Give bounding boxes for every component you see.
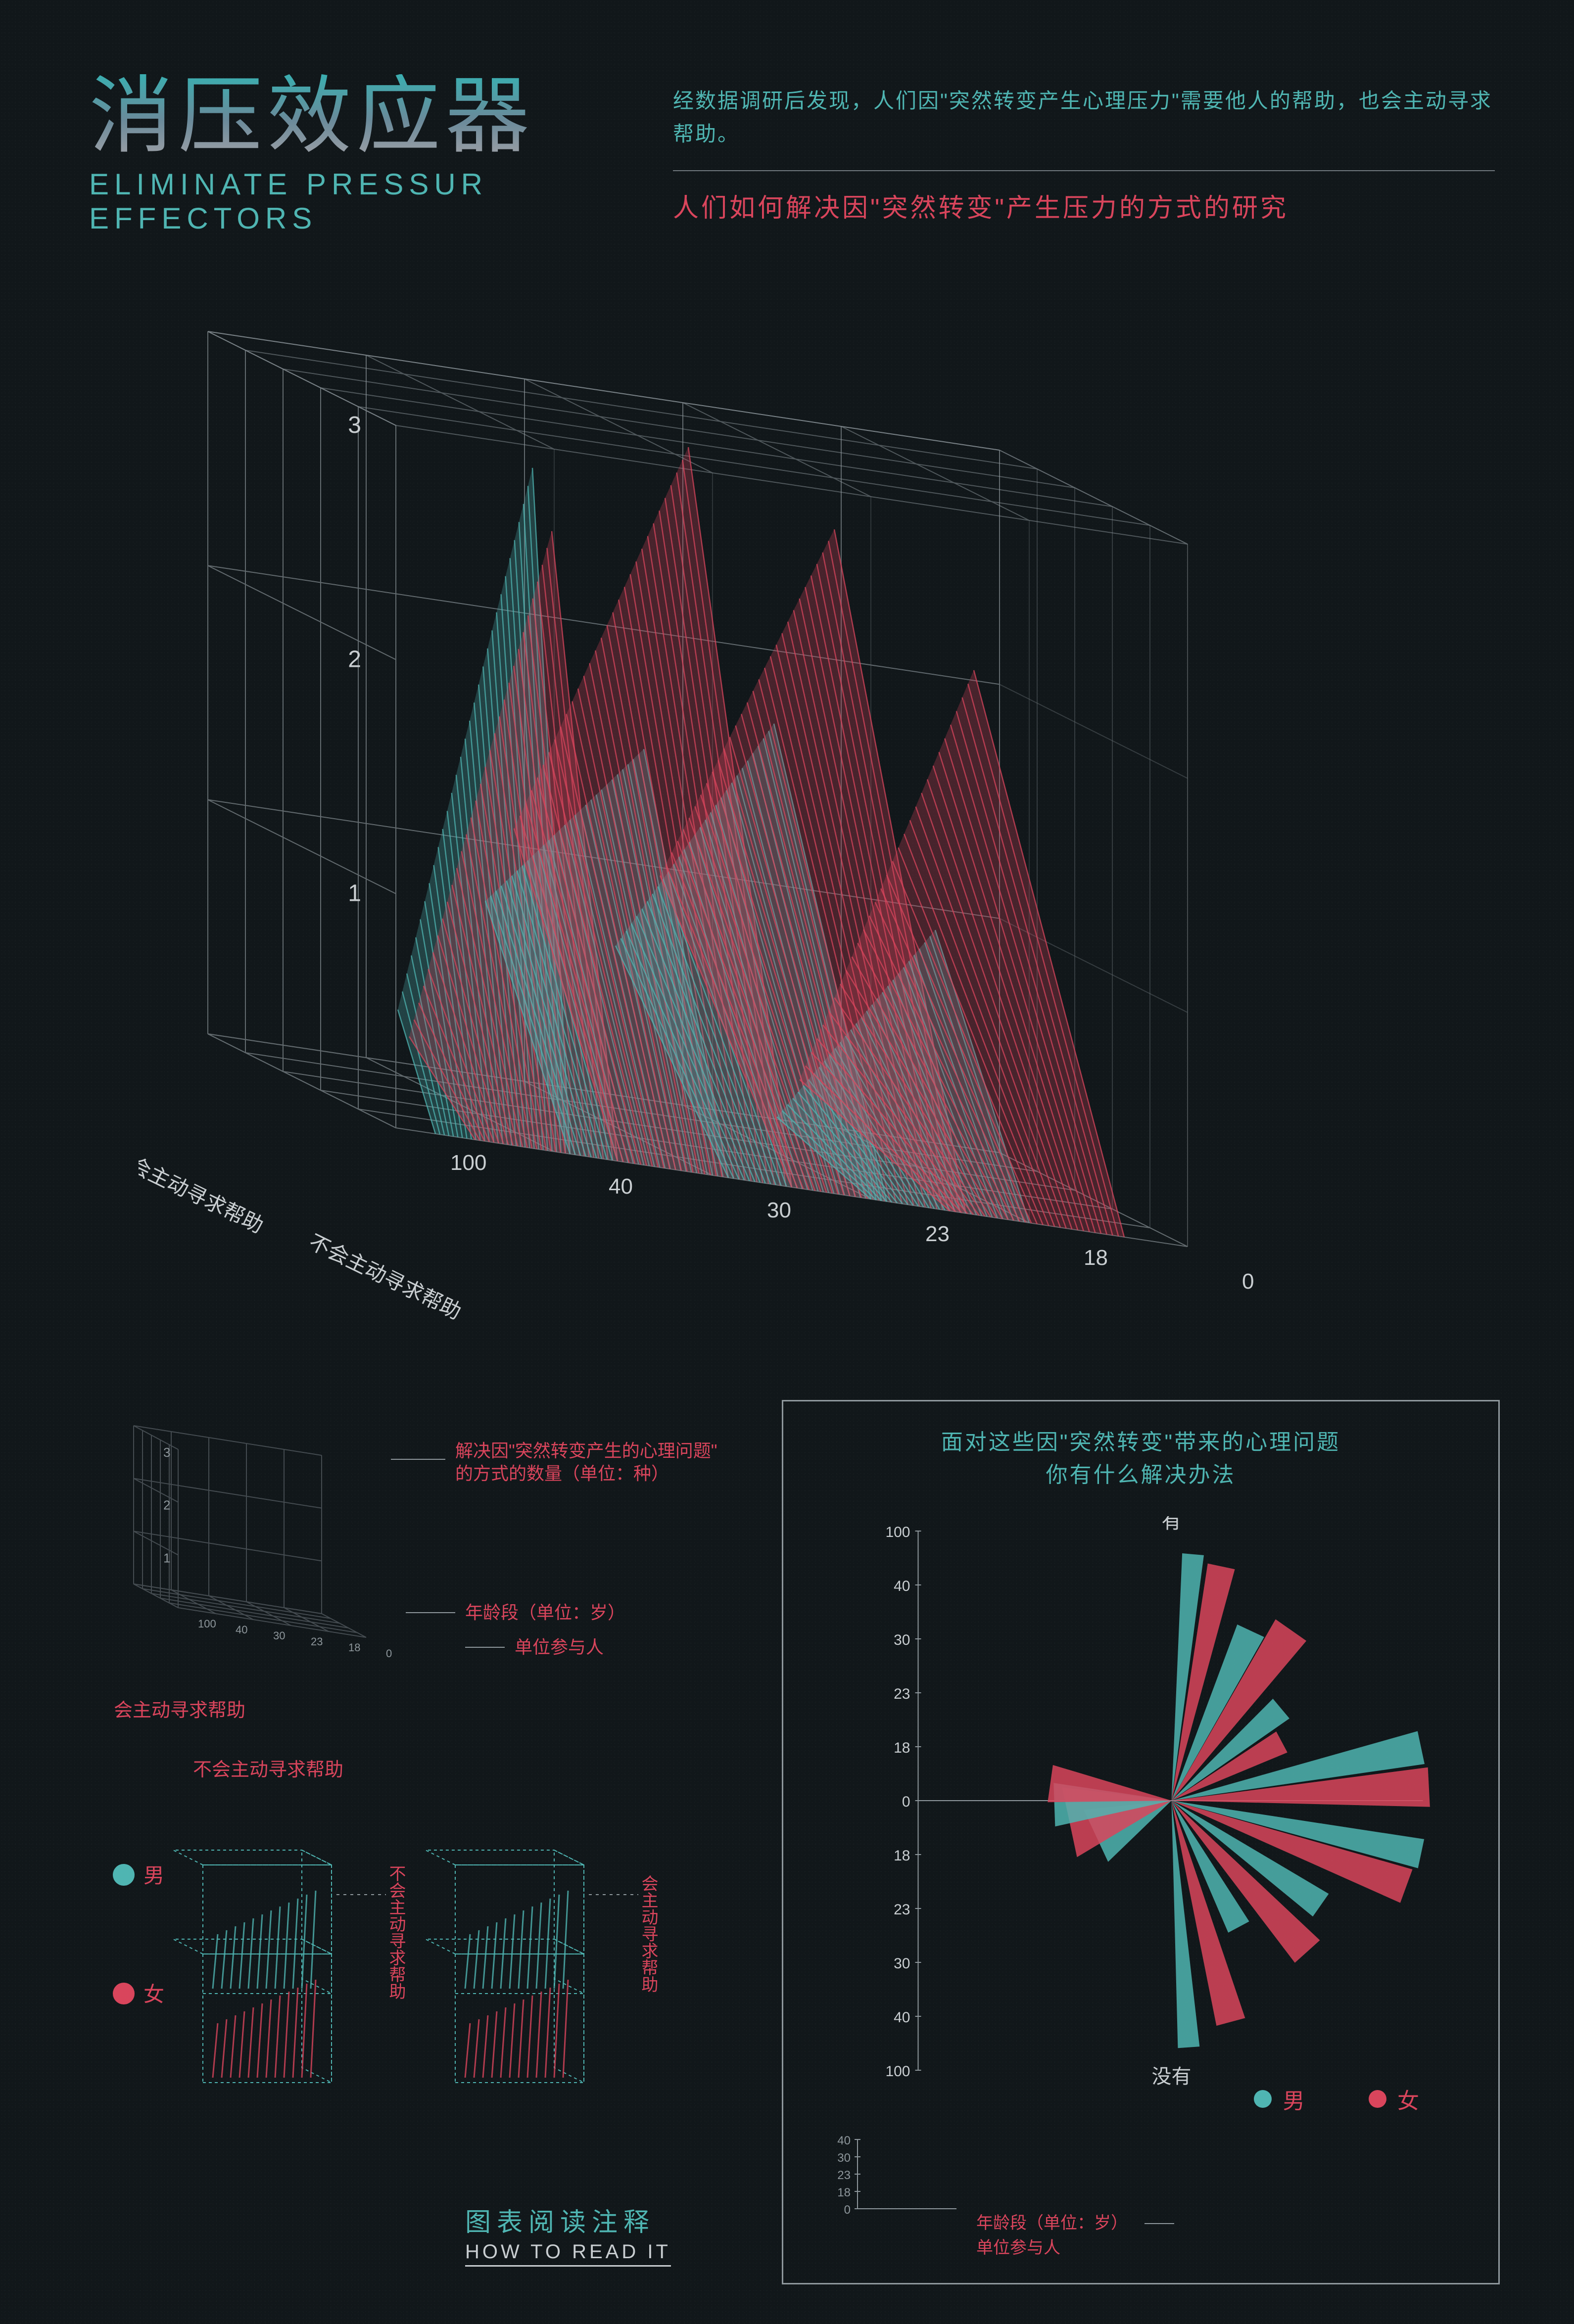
svg-text:18: 18 <box>894 1740 910 1756</box>
svg-text:单位参与人: 单位参与人 <box>976 2238 1060 2257</box>
intro-text: 经数据调研后发现，人们因"突然转变产生心理压力"需要他人的帮助，也会主动寻求帮助… <box>673 84 1495 150</box>
howto-panel: 123018233040100解决因"突然转变产生的心理问题"的方式的数量（单位… <box>89 1400 757 2284</box>
svg-text:30: 30 <box>273 1629 285 1642</box>
mini-axis-legend: 40 30 23 18 0 年龄段（单位：岁） 单位参与人 <box>828 2130 1174 2258</box>
svg-text:女: 女 <box>143 1983 164 2006</box>
svg-text:3: 3 <box>348 412 361 438</box>
svg-text:解决因"突然转变产生的心理问题"的方式的数量（单位：种）: 解决因"突然转变产生的心理问题"的方式的数量（单位：种） <box>455 1441 717 1484</box>
svg-text:40: 40 <box>894 1578 910 1594</box>
title-cn: 消压效应器 <box>89 74 614 158</box>
main-3d-chart: 123018233040100会主动寻求帮助不会主动寻求帮助 <box>139 257 1425 1346</box>
howto-title-cn: 图表阅读注释 <box>465 2201 655 2238</box>
svg-text:18: 18 <box>894 1848 910 1864</box>
svg-text:0: 0 <box>386 1647 392 1660</box>
svg-text:18: 18 <box>348 1641 360 1654</box>
svg-text:23: 23 <box>925 1222 950 1246</box>
rc-title-1: 面对这些因"突然转变"带来的心理问题 <box>941 1430 1340 1454</box>
gender-legend: 男 女 <box>783 2083 1498 2115</box>
svg-text:30: 30 <box>837 2151 851 2165</box>
svg-text:年龄段（单位：岁）: 年龄段（单位：岁） <box>976 2214 1128 2232</box>
svg-text:男: 男 <box>143 1864 164 1887</box>
svg-text:会主动寻求帮助: 会主动寻求帮助 <box>139 1153 267 1237</box>
fan-chart: 100 40 30 23 18 0 18 23 30 40 100 有没有 <box>882 1516 1439 2085</box>
header: 消压效应器 ELIMINATE PRESSUR EFFECTORS 经数据调研后… <box>89 74 1495 235</box>
rc-title-2: 你有什么解决办法 <box>1046 1463 1236 1487</box>
svg-text:不会主动寻求帮助: 不会主动寻求帮助 <box>193 1760 343 1780</box>
svg-text:40: 40 <box>236 1624 247 1636</box>
svg-text:18: 18 <box>1084 1246 1108 1270</box>
svg-text:不会主动寻求帮助: 不会主动寻求帮助 <box>305 1230 465 1324</box>
svg-text:30: 30 <box>894 1632 910 1648</box>
svg-text:没有: 没有 <box>1152 2066 1192 2085</box>
svg-text:3: 3 <box>163 1445 170 1460</box>
svg-text:不会主动寻求帮助: 不会主动寻求帮助 <box>386 1865 405 1999</box>
howto-title-en: HOW TO READ IT <box>465 2241 671 2267</box>
svg-text:23: 23 <box>837 2169 851 2182</box>
svg-text:100: 100 <box>450 1151 486 1175</box>
intro-block: 经数据调研后发现，人们因"突然转变产生心理压力"需要他人的帮助，也会主动寻求帮助… <box>673 84 1495 235</box>
svg-text:40: 40 <box>609 1174 633 1199</box>
legend-female: 女 <box>1397 2089 1419 2113</box>
bottom-row: 123018233040100解决因"突然转变产生的心理问题"的方式的数量（单位… <box>89 1400 1500 2284</box>
svg-text:23: 23 <box>894 1686 910 1702</box>
svg-text:40: 40 <box>837 2134 851 2147</box>
svg-text:0: 0 <box>902 1794 910 1810</box>
svg-text:23: 23 <box>894 1902 910 1918</box>
female-swatch <box>1369 2090 1386 2108</box>
svg-text:2: 2 <box>163 1498 170 1513</box>
right-chart-panel: 面对这些因"突然转变"带来的心理问题 你有什么解决办法 100 40 30 23 18 0… <box>782 1400 1500 2284</box>
title-block: 消压效应器 ELIMINATE PRESSUR EFFECTORS <box>89 74 614 235</box>
svg-text:年龄段（单位：岁）: 年龄段（单位：岁） <box>465 1602 625 1623</box>
svg-text:40: 40 <box>894 2009 910 2026</box>
svg-text:1: 1 <box>348 881 361 907</box>
svg-text:0: 0 <box>1242 1269 1254 1294</box>
svg-text:100: 100 <box>198 1618 216 1630</box>
svg-text:单位参与人: 单位参与人 <box>515 1637 604 1657</box>
svg-text:100: 100 <box>885 2063 910 2080</box>
svg-text:30: 30 <box>894 1955 910 1972</box>
right-chart-title: 面对这些因"突然转变"带来的心理问题 你有什么解决办法 <box>783 1426 1498 1491</box>
svg-text:有: 有 <box>1162 1516 1182 1533</box>
svg-text:100: 100 <box>885 1524 910 1540</box>
svg-text:18: 18 <box>837 2186 851 2199</box>
svg-text:0: 0 <box>844 2203 851 2217</box>
svg-text:会主动寻求帮助: 会主动寻求帮助 <box>639 1875 658 1993</box>
title-en: ELIMINATE PRESSUR EFFECTORS <box>89 167 614 235</box>
svg-text:30: 30 <box>767 1198 791 1222</box>
male-swatch <box>1254 2090 1272 2108</box>
svg-text:2: 2 <box>348 646 361 672</box>
subtitle: 人们如何解决因"突然转变"产生压力的方式的研究 <box>673 170 1495 224</box>
svg-text:23: 23 <box>311 1635 323 1648</box>
howto-svg: 123018233040100解决因"突然转变产生的心理问题"的方式的数量（单位… <box>89 1400 757 2290</box>
svg-text:1: 1 <box>163 1550 170 1565</box>
svg-text:会主动寻求帮助: 会主动寻求帮助 <box>114 1700 245 1721</box>
legend-male: 男 <box>1283 2089 1305 2113</box>
right-chart-body: 100 40 30 23 18 0 18 23 30 40 100 有没有 <box>882 1516 1439 2085</box>
